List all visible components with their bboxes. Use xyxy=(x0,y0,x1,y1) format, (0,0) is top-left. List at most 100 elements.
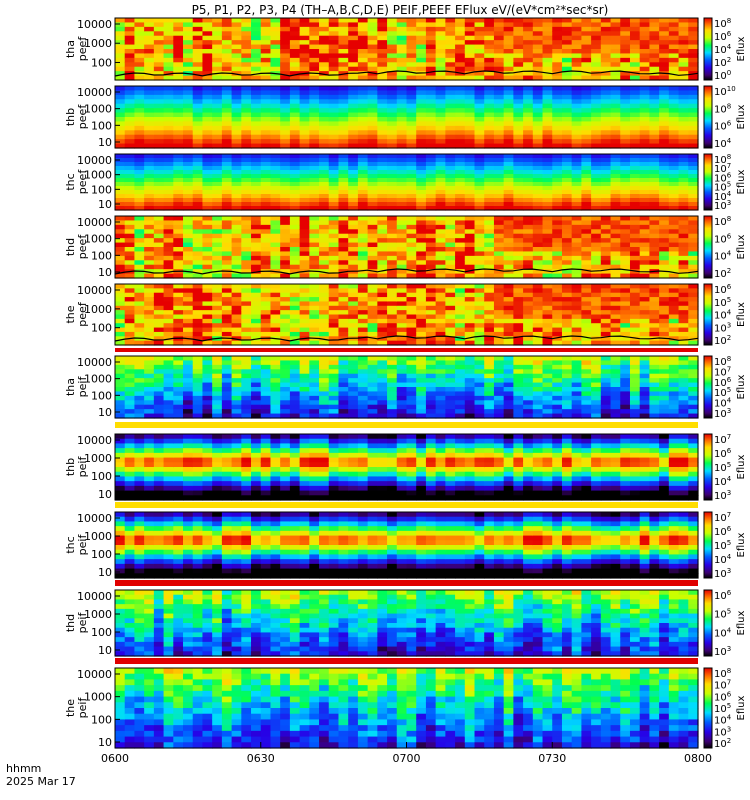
spectrogram-cell xyxy=(299,198,310,203)
spectrogram-cell xyxy=(688,94,699,100)
spectrogram-cell xyxy=(387,373,398,379)
spectrogram-cell xyxy=(280,336,291,342)
spectrogram-cell xyxy=(270,182,281,187)
spectrogram-cell xyxy=(639,310,651,316)
spectrogram-cell xyxy=(328,90,340,96)
spectrogram-cell xyxy=(464,198,476,203)
spectrogram-cell xyxy=(493,186,505,191)
spectrogram-cell xyxy=(115,154,126,159)
spectrogram-cell xyxy=(280,284,291,289)
spectrogram-cell xyxy=(425,53,437,59)
spectrogram-cell xyxy=(367,229,378,235)
spectrogram-cell xyxy=(629,26,641,32)
spectrogram-cell xyxy=(280,35,291,41)
spectrogram-cell xyxy=(581,71,592,77)
spectrogram-cell xyxy=(639,216,651,222)
spectrogram-cell xyxy=(367,409,378,415)
spectrogram-cell xyxy=(503,71,514,77)
spectrogram-cell xyxy=(678,18,689,24)
spectrogram-cell xyxy=(523,373,534,379)
spectrogram-cell xyxy=(299,251,310,257)
spectrogram-cell xyxy=(484,292,495,298)
spectrogram-cell xyxy=(202,373,213,379)
spectrogram-cell xyxy=(464,162,476,167)
spectrogram-cell xyxy=(202,62,213,68)
spectrogram-cell xyxy=(649,170,660,175)
spectrogram-cell xyxy=(183,391,194,397)
spectrogram-cell xyxy=(280,378,291,384)
spectrogram-cell xyxy=(173,216,184,222)
spectrogram-cell xyxy=(629,90,641,96)
spectrogram-cell xyxy=(455,216,466,222)
spectrogram-cell xyxy=(552,360,563,366)
spectrogram-cell xyxy=(649,327,660,333)
spectrogram-cell xyxy=(270,112,281,118)
spectrogram-cell xyxy=(173,233,184,239)
spectrogram-cell xyxy=(115,162,126,167)
spectrogram-cell xyxy=(280,404,291,410)
spectrogram-cell xyxy=(348,255,359,261)
spectrogram-cell xyxy=(260,206,272,211)
spectrogram-cell xyxy=(591,400,602,406)
spectrogram-cell xyxy=(445,125,456,131)
spectrogram-cell xyxy=(425,327,437,333)
spectrogram-cell xyxy=(591,174,602,179)
spectrogram-cell xyxy=(659,182,670,187)
spectrogram-cell xyxy=(367,182,378,187)
spectrogram-cell xyxy=(561,125,573,131)
spectrogram-cell xyxy=(435,158,446,163)
spectrogram-cell xyxy=(124,229,136,235)
spectrogram-cell xyxy=(571,31,582,37)
spectrogram-cell xyxy=(367,364,378,370)
spectrogram-cell xyxy=(124,154,136,159)
spectrogram-cell xyxy=(309,255,320,261)
spectrogram-cell xyxy=(620,130,631,136)
spectrogram-cell xyxy=(377,305,388,311)
spectrogram-cell xyxy=(328,229,340,235)
spectrogram-cell xyxy=(629,314,641,320)
spectrogram-cell xyxy=(377,404,388,410)
spectrogram-cell xyxy=(484,130,495,136)
spectrogram-cell xyxy=(688,182,699,187)
spectrogram-cell xyxy=(183,53,194,59)
spectrogram-cell xyxy=(513,170,524,175)
spectrogram-cell xyxy=(212,373,223,379)
spectrogram-cell xyxy=(629,57,641,63)
spectrogram-cell xyxy=(280,143,291,149)
spectrogram-cell xyxy=(338,86,349,92)
spectrogram-cell xyxy=(484,260,495,266)
spectrogram-cell xyxy=(328,134,340,140)
spectrogram-cell xyxy=(319,251,330,257)
spectrogram-cell xyxy=(144,314,155,320)
spectrogram-cell xyxy=(396,314,408,320)
spectrogram-cell xyxy=(357,269,369,275)
spectrogram-cell xyxy=(280,44,291,50)
spectrogram-cell xyxy=(270,323,281,329)
spectrogram-cell xyxy=(581,233,592,239)
spectrogram-cell xyxy=(668,314,680,320)
spectrogram-cell xyxy=(474,66,485,72)
spectrogram-cell xyxy=(571,49,582,55)
spectrogram-cell xyxy=(299,288,310,294)
spectrogram-cell xyxy=(591,340,602,346)
spectrogram-cell xyxy=(445,336,456,342)
spectrogram-cell xyxy=(659,216,670,222)
spectrogram-cell xyxy=(610,331,621,337)
spectrogram-cell xyxy=(678,143,689,149)
spectrogram-cell xyxy=(503,99,514,105)
spectrogram-cell xyxy=(280,178,291,183)
spectrogram-cell xyxy=(251,247,262,253)
spectrogram-cell xyxy=(348,229,359,235)
spectrogram-cell xyxy=(668,229,680,235)
spectrogram-cell xyxy=(542,360,553,366)
spectrogram-cell xyxy=(377,356,388,362)
spectrogram-cell xyxy=(309,94,320,100)
spectrogram-cell xyxy=(124,44,136,50)
spectrogram-cell xyxy=(221,382,233,388)
spectrogram-cell xyxy=(416,305,427,311)
spectrogram-cell xyxy=(367,125,378,131)
spectrogram-cell xyxy=(309,364,320,370)
spectrogram-cell xyxy=(678,255,689,261)
spectrogram-cell xyxy=(659,134,670,140)
spectrogram-cell xyxy=(231,206,242,211)
